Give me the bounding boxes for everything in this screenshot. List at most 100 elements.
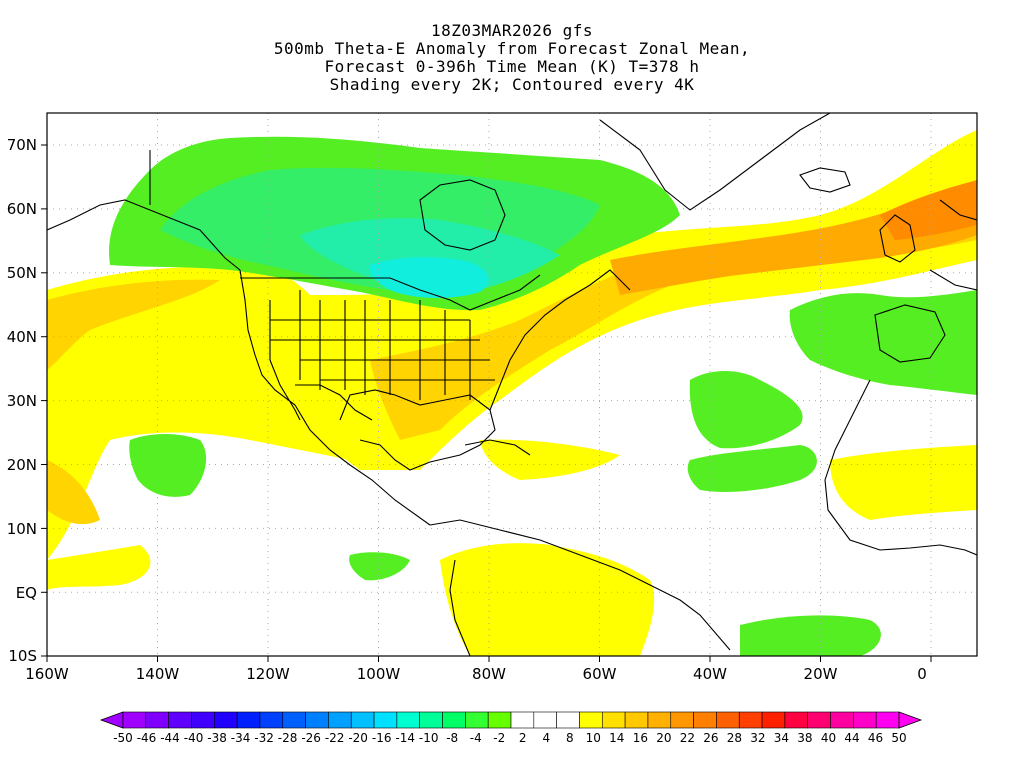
colorbar-label: 40 xyxy=(821,731,836,745)
colorbar-label: -16 xyxy=(372,731,392,745)
colorbar-label: 2 xyxy=(519,731,527,745)
shade-atlantic-green-2 xyxy=(687,445,817,492)
shade-tropics-yellow xyxy=(47,545,151,590)
colorbar-label: -50 xyxy=(113,731,133,745)
us-states-grid xyxy=(269,290,495,400)
lat-label: 20N xyxy=(7,456,37,474)
coast-iceland xyxy=(799,167,851,193)
colorbar-label: -26 xyxy=(301,731,321,745)
colorbar-label: 20 xyxy=(656,731,671,745)
colorbar-label: 16 xyxy=(633,731,648,745)
colorbar-label: -8 xyxy=(446,731,458,745)
colorbar-arrow-low xyxy=(99,711,124,729)
border-us-canada xyxy=(240,274,541,311)
colorbar-label: 8 xyxy=(566,731,574,745)
colorbar-label: -2 xyxy=(493,731,505,745)
lon-label: 40W xyxy=(693,665,727,683)
coast-europe xyxy=(929,199,977,291)
shade-europe-darkorange xyxy=(880,180,977,240)
colorbar-label: 10 xyxy=(586,731,601,745)
colorbar-label: 32 xyxy=(750,731,765,745)
plot-titles: 18Z03MAR2026 gfs 500mb Theta-E Anomaly f… xyxy=(0,22,1024,94)
colorbar-swatch xyxy=(579,711,603,729)
lon-label: 20W xyxy=(804,665,838,683)
colorbar-label: 14 xyxy=(609,731,624,745)
colorbar-label: -20 xyxy=(348,731,368,745)
coast-south-america xyxy=(429,519,731,651)
colorbar-label: -32 xyxy=(254,731,274,745)
coast-hudson-bay xyxy=(419,179,506,251)
colorbar-swatch xyxy=(305,711,329,729)
shade-tropical-green xyxy=(349,552,410,581)
colorbar-label: 46 xyxy=(868,731,883,745)
coast-baja xyxy=(269,359,301,421)
colorbar-swatch xyxy=(465,711,489,729)
colorbar-label: -14 xyxy=(395,731,415,745)
coast-gulf-mexico xyxy=(339,389,496,471)
colorbar-swatch xyxy=(487,711,512,729)
colorbar-label: 38 xyxy=(797,731,812,745)
colorbar-swatch xyxy=(373,711,398,729)
colorbar-swatch xyxy=(784,711,809,729)
lat-label: EQ xyxy=(16,584,37,602)
shade-south-america-yellow xyxy=(440,543,655,656)
coast-iberia xyxy=(874,304,946,363)
tick-marks xyxy=(41,144,932,662)
colorbar-swatch xyxy=(396,711,421,729)
coast-british-isles xyxy=(879,214,916,263)
colorbar-swatch xyxy=(761,711,786,729)
colorbar-swatch xyxy=(168,711,192,729)
colorbar-label: 22 xyxy=(680,731,695,745)
shade-pacific-orange xyxy=(47,279,220,370)
colorbar-swatch xyxy=(259,711,284,729)
colorbar-swatch xyxy=(624,711,649,729)
colorbar-swatch xyxy=(145,711,169,729)
colorbar-swatch xyxy=(647,711,672,729)
colorbar-swatch xyxy=(282,711,306,729)
lon-label: 60W xyxy=(583,665,617,683)
shade-africa-yellow xyxy=(830,445,977,520)
colorbar-swatch xyxy=(670,711,694,729)
shade-south-atlantic-green xyxy=(740,615,881,656)
colorbar-label: -4 xyxy=(470,731,482,745)
shade-north-atlantic-darkorange xyxy=(610,182,977,295)
colorbar-label: 26 xyxy=(703,731,718,745)
colorbar-swatch xyxy=(716,711,740,729)
lat-label: 50N xyxy=(7,264,37,282)
colorbar-label: -46 xyxy=(137,731,157,745)
lat-label: 10N xyxy=(7,520,37,538)
coastlines xyxy=(47,113,977,656)
lon-label: 120W xyxy=(246,665,290,683)
shade-pacific-green xyxy=(129,434,207,497)
colorbar-arrow-high xyxy=(898,711,923,729)
shade-pacific-south-orange xyxy=(47,460,100,525)
colorbar-swatch xyxy=(419,711,443,729)
colorbar-label: -10 xyxy=(419,731,439,745)
colorbar-swatch xyxy=(350,711,375,729)
title-line-1: 18Z03MAR2026 gfs xyxy=(430,21,594,40)
colorbar-swatch xyxy=(875,711,900,729)
shade-europe-africa-green xyxy=(789,290,977,395)
colorbar-swatch xyxy=(191,711,215,729)
colorbar-swatch xyxy=(122,711,147,729)
lat-label: 10S xyxy=(8,647,37,665)
colorbar-label: 4 xyxy=(542,731,550,745)
colorbar-swatch xyxy=(442,711,466,729)
title-line-2: 500mb Theta-E Anomaly from Forecast Zona… xyxy=(273,39,751,58)
colorbar-label: 28 xyxy=(727,731,742,745)
lat-label: 60N xyxy=(7,200,37,218)
lon-label: 160W xyxy=(25,665,69,683)
title-line-3: Forecast 0-396h Time Mean (K) T=378 h xyxy=(324,57,700,76)
colorbar-swatch xyxy=(328,711,352,729)
colorbar-label: -44 xyxy=(160,731,180,745)
colorbar-label: -22 xyxy=(325,731,345,745)
colorbar-swatch xyxy=(510,711,535,729)
colorbar-label: 44 xyxy=(844,731,859,745)
graticule xyxy=(47,113,977,656)
shade-atlantic-green-1 xyxy=(689,371,803,449)
colorbar-swatch xyxy=(738,711,763,729)
colorbar-swatch xyxy=(556,711,580,729)
colorbar-swatch xyxy=(807,711,831,729)
